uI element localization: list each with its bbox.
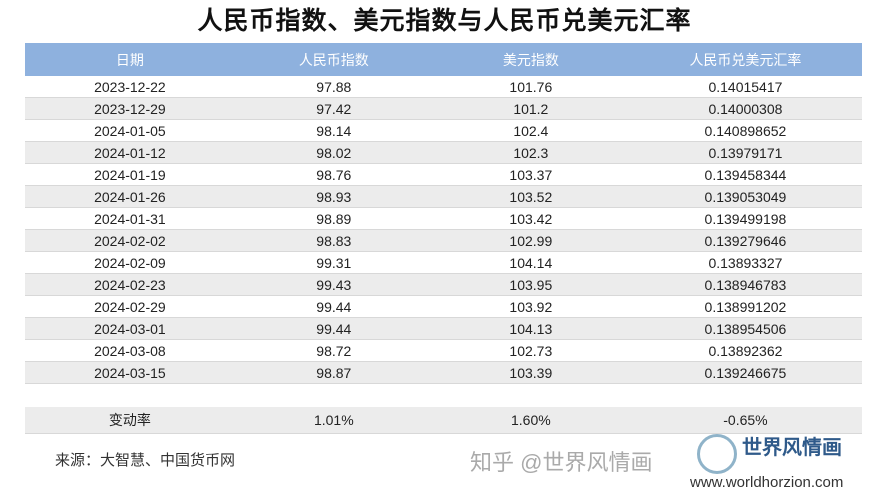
table-cell: 2023-12-29 <box>25 97 235 120</box>
table-cell: 97.42 <box>234 97 433 120</box>
table-cell: 101.76 <box>432 76 629 98</box>
table-row: 2024-02-23 99.43 103.95 0.138946783 <box>25 273 862 296</box>
blank-row <box>25 383 862 407</box>
table-cell: 2023-12-22 <box>25 76 235 98</box>
table-cell: 103.52 <box>432 185 629 208</box>
table-cell: 98.72 <box>234 339 433 362</box>
table-cell: 0.13892362 <box>628 339 862 362</box>
table-cell: 0.13893327 <box>628 251 862 274</box>
data-table: 日期 人民币指数 美元指数 人民币兑美元汇率 2023-12-22 97.88 10… <box>25 43 862 434</box>
table-cell: 2024-01-31 <box>25 207 235 230</box>
table-cell: 98.02 <box>234 141 433 164</box>
table-row: 2024-03-15 98.87 103.39 0.139246675 <box>25 361 862 384</box>
table-cell: 2024-01-26 <box>25 185 235 208</box>
table-cell: 99.43 <box>234 273 433 296</box>
table-cell: 98.93 <box>234 185 433 208</box>
table-cell: 2024-03-08 <box>25 339 235 362</box>
table-cell: 0.139053049 <box>628 185 862 208</box>
table-cell <box>432 383 629 407</box>
table-cell: 0.138946783 <box>628 273 862 296</box>
table-cell: 103.95 <box>432 273 629 296</box>
table-cell: 2024-02-09 <box>25 251 235 274</box>
table-cell: 0.140898652 <box>628 119 862 142</box>
table-cell: 2024-01-12 <box>25 141 235 164</box>
table-cell: 102.73 <box>432 339 629 362</box>
table-cell: 103.39 <box>432 361 629 384</box>
table-row: 2024-01-31 98.89 103.42 0.139499198 <box>25 207 862 230</box>
table-cell: 101.2 <box>432 97 629 120</box>
table-cell: 2024-01-05 <box>25 119 235 142</box>
table-cell: 0.14000308 <box>628 97 862 120</box>
table-cell: 99.44 <box>234 317 433 340</box>
table-cell: 98.87 <box>234 361 433 384</box>
table-cell: 102.4 <box>432 119 629 142</box>
table-cell: 104.14 <box>432 251 629 274</box>
table-cell: 104.13 <box>432 317 629 340</box>
table-cell: 98.89 <box>234 207 433 230</box>
table-cell: 98.14 <box>234 119 433 142</box>
table-cell: 2024-03-15 <box>25 361 235 384</box>
logo-url: www.worldhorzion.com <box>690 474 844 491</box>
logo-name: 世界风情画 <box>742 437 842 459</box>
globe-icon <box>697 434 737 474</box>
table-cell: 99.31 <box>234 251 433 274</box>
table-cell: 2024-02-23 <box>25 273 235 296</box>
table-cell: 1.01% <box>234 407 433 434</box>
watermark: 知乎 @世界风情画 <box>470 450 653 475</box>
table-row: 2024-03-01 99.44 104.13 0.138954506 <box>25 317 862 340</box>
table-cell: 103.37 <box>432 163 629 186</box>
column-header: 人民币兑美元汇率 <box>628 43 862 76</box>
table-cell: -0.65% <box>628 407 862 434</box>
table-row: 2024-01-26 98.93 103.52 0.139053049 <box>25 185 862 208</box>
table-cell: 99.44 <box>234 295 433 318</box>
page-title: 人民币指数、美元指数与人民币兑美元汇率 <box>197 7 692 35</box>
source-note: 来源：大智慧、中国货币网 <box>55 452 236 469</box>
table-row: 2024-02-09 99.31 104.14 0.13893327 <box>25 251 862 274</box>
table-cell: 2024-03-01 <box>25 317 235 340</box>
table-cell: 0.14015417 <box>628 76 862 98</box>
table-cell: 变动率 <box>25 407 235 434</box>
table-cell: 103.42 <box>432 207 629 230</box>
table-cell: 98.83 <box>234 229 433 252</box>
table-cell: 2024-02-02 <box>25 229 235 252</box>
table-cell: 0.138991202 <box>628 295 862 318</box>
table-row: 2024-01-05 98.14 102.4 0.140898652 <box>25 119 862 142</box>
table-cell: 0.13979171 <box>628 141 862 164</box>
table-header: 日期 人民币指数 美元指数 人民币兑美元汇率 <box>25 43 862 76</box>
table-cell <box>628 383 862 407</box>
table-row: 2024-01-19 98.76 103.37 0.139458344 <box>25 163 862 186</box>
table-cell: 0.139279646 <box>628 229 862 252</box>
change-rate-row: 变动率 1.01% 1.60% -0.65% <box>25 407 862 434</box>
table-cell: 102.99 <box>432 229 629 252</box>
table-cell <box>25 383 235 407</box>
column-header: 人民币指数 <box>234 43 433 76</box>
table-cell: 2024-01-19 <box>25 163 235 186</box>
table-row: 2024-03-08 98.72 102.73 0.13892362 <box>25 339 862 362</box>
table-cell: 1.60% <box>432 407 629 434</box>
table-cell: 0.139499198 <box>628 207 862 230</box>
table-row: 2024-02-02 98.83 102.99 0.139279646 <box>25 229 862 252</box>
table-cell: 0.138954506 <box>628 317 862 340</box>
table-row: 2024-02-29 99.44 103.92 0.138991202 <box>25 295 862 318</box>
column-header: 美元指数 <box>432 43 629 76</box>
table-cell: 0.139458344 <box>628 163 862 186</box>
table-row: 2024-01-12 98.02 102.3 0.13979171 <box>25 141 862 164</box>
table-cell: 2024-02-29 <box>25 295 235 318</box>
table-cell: 97.88 <box>234 76 433 98</box>
table-cell: 0.139246675 <box>628 361 862 384</box>
column-header: 日期 <box>25 43 235 76</box>
table-row: 2023-12-29 97.42 101.2 0.14000308 <box>25 97 862 120</box>
table-cell: 102.3 <box>432 141 629 164</box>
table-cell: 103.92 <box>432 295 629 318</box>
table-row: 2023-12-22 97.88 101.76 0.14015417 <box>25 76 862 98</box>
table-cell: 98.76 <box>234 163 433 186</box>
table-cell <box>234 383 433 407</box>
